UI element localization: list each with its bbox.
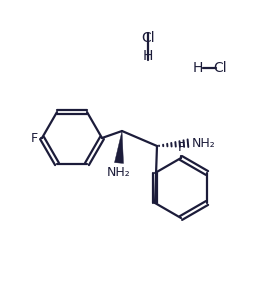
Polygon shape: [114, 131, 124, 163]
Text: H: H: [193, 61, 203, 75]
Text: F: F: [177, 141, 185, 154]
Text: NH₂: NH₂: [107, 166, 131, 179]
Text: Cl: Cl: [141, 31, 155, 45]
Text: NH₂: NH₂: [192, 136, 216, 149]
Text: Cl: Cl: [213, 61, 227, 75]
Text: H: H: [143, 49, 153, 63]
Text: F: F: [31, 131, 38, 144]
